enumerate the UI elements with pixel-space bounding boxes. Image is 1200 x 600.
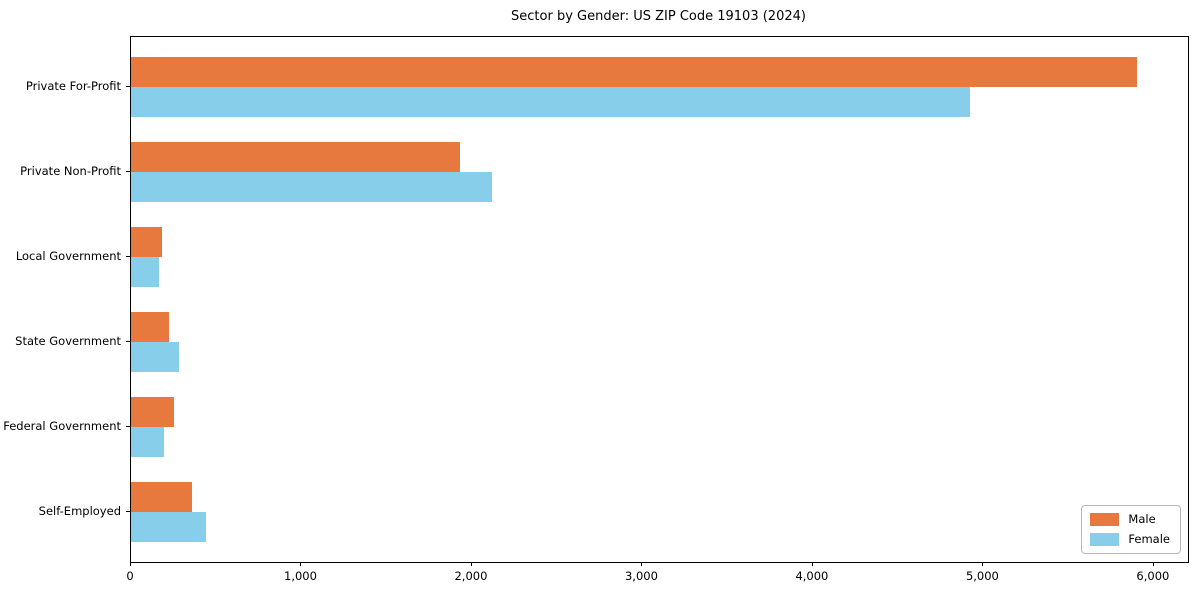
legend-label-female: Female [1128,532,1170,546]
x-tick-label: 0 [126,569,134,583]
category-label: Self-Employed [38,503,121,518]
bar-male-federal-government [131,396,174,427]
legend-label-male: Male [1128,512,1156,526]
x-tick-label: 1,000 [284,569,317,583]
bar-male-local-government [131,227,162,258]
category-label: Federal Government [3,418,121,433]
x-tick-label: 2,000 [454,569,488,583]
bar-male-state-government [131,311,169,342]
bar-female-self-employed [131,511,206,542]
y-tick-mark [126,340,130,342]
legend-item-female: Female [1090,533,1170,546]
legend-item-male: Male [1090,513,1170,526]
x-tick-mark [470,562,472,566]
chart-title: Sector by Gender: US ZIP Code 19103 (202… [511,9,806,24]
y-tick-mark [126,256,130,258]
y-tick-mark [126,86,130,88]
category-label: State Government [15,333,121,348]
bar-male-self-employed [131,481,193,512]
bar-female-private-for-profit [131,87,970,118]
bar-female-private-non-profit [131,172,493,203]
category-label: Private Non-Profit [20,164,121,179]
category-label: Private For-Profit [25,79,121,94]
x-tick-label: 6,000 [1136,569,1170,583]
y-tick-mark [126,171,130,173]
plot-area: Male Female [130,36,1189,563]
bar-male-private-for-profit [131,57,1137,88]
x-tick-mark [641,562,643,566]
legend: Male Female [1081,505,1181,554]
y-tick-mark [126,510,130,512]
category-label: Local Government [15,249,121,264]
x-tick-mark [811,562,813,566]
bar-female-local-government [131,257,160,288]
x-tick-mark [1152,562,1154,566]
x-tick-label: 3,000 [624,569,658,583]
y-tick-mark [126,425,130,427]
female-color-swatch [1090,533,1120,546]
bar-female-state-government [131,341,179,372]
x-tick-label: 4,000 [795,569,829,583]
bar-female-federal-government [131,426,165,457]
male-color-swatch [1090,513,1120,526]
x-tick-label: 5,000 [965,569,999,583]
x-tick-mark [300,562,302,566]
x-tick-mark [982,562,984,566]
x-tick-mark [130,562,131,566]
bar-male-private-non-profit [131,142,461,173]
